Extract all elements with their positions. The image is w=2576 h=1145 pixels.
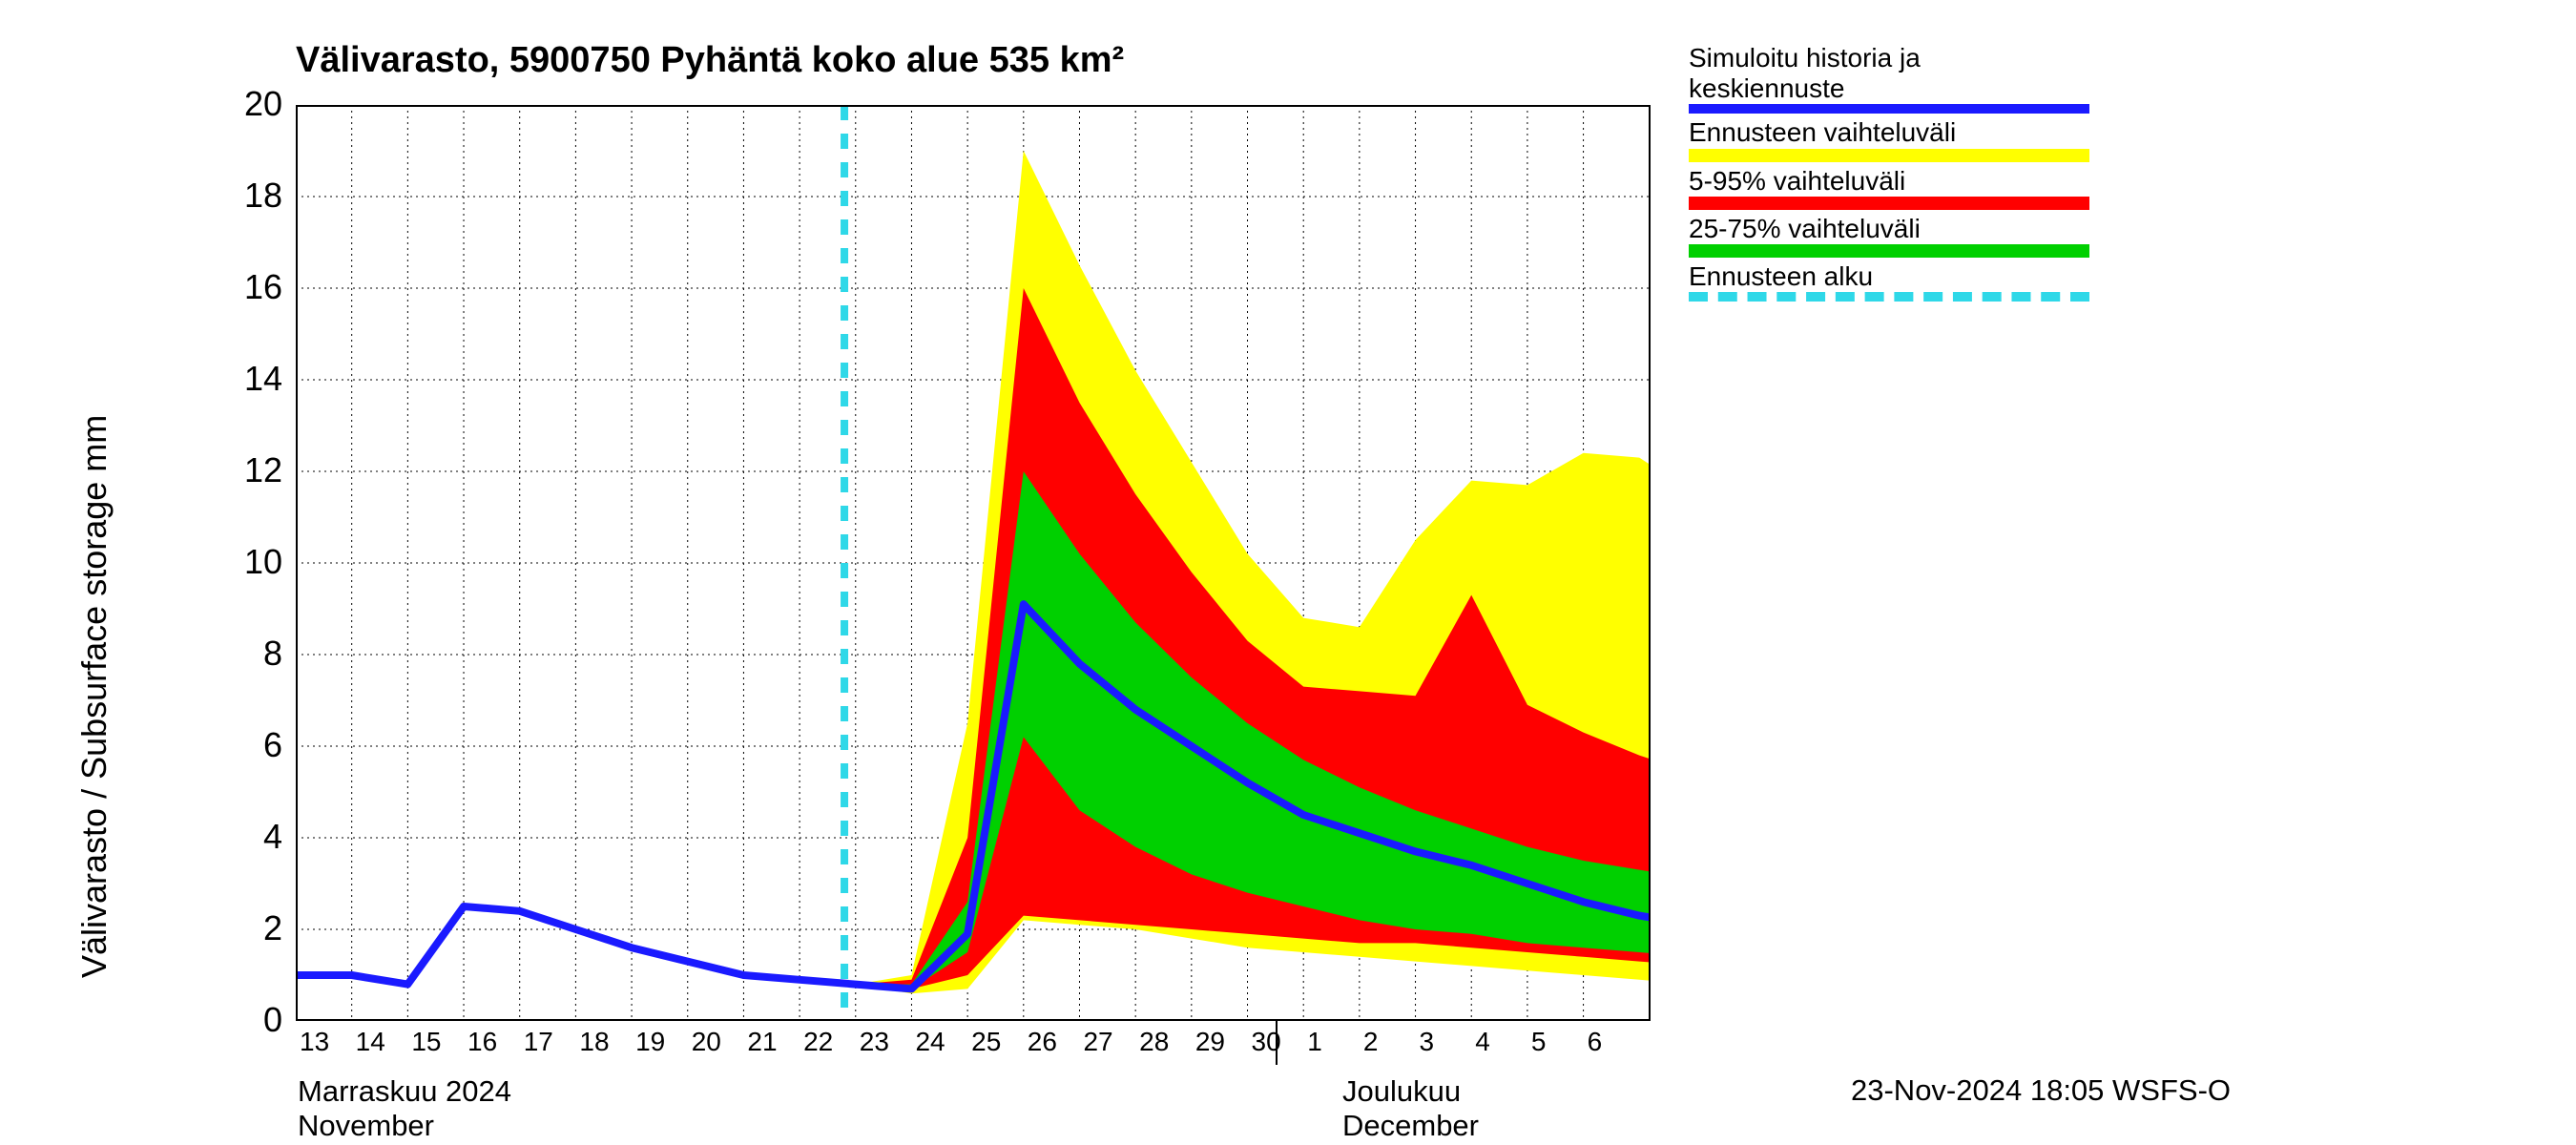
x-tick-label: 23 [860,1027,889,1057]
x-tick-label: 20 [692,1027,721,1057]
x-tick-label: 1 [1307,1027,1322,1057]
y-tick-label: 10 [244,542,282,582]
x-tick-label: 27 [1083,1027,1112,1057]
month-separator [1276,1021,1278,1065]
x-tick-label: 18 [579,1027,609,1057]
legend-label: Ennusteen alku [1689,261,2089,292]
month-label-right: JoulukuuDecember [1342,1074,1479,1143]
legend-swatch [1689,244,2089,258]
y-tick-label: 16 [244,267,282,307]
x-tick-label: 5 [1531,1027,1547,1057]
x-tick-label: 14 [356,1027,385,1057]
chart-stage: Välivarasto, 5900750 Pyhäntä koko alue 5… [0,0,2576,1145]
x-tick-label: 6 [1588,1027,1603,1057]
x-tick-label: 3 [1420,1027,1435,1057]
legend-swatch [1689,292,2089,302]
legend-item-3: 25-75% vaihteluväli [1689,214,2089,258]
x-tick-label: 16 [467,1027,497,1057]
y-tick-label: 20 [244,84,282,124]
x-tick-label: 21 [747,1027,777,1057]
legend-item-2: 5-95% vaihteluväli [1689,166,2089,210]
month-line-1: Joulukuu [1342,1074,1479,1109]
x-tick-label: 17 [524,1027,553,1057]
legend-item-4: Ennusteen alku [1689,261,2089,302]
x-tick-label: 2 [1363,1027,1379,1057]
x-tick-label: 25 [971,1027,1001,1057]
legend: Simuloitu historia jakeskiennusteEnnuste… [1689,43,2089,305]
legend-label: 5-95% vaihteluväli [1689,166,2089,197]
y-tick-label: 18 [244,176,282,216]
x-tick-label: 15 [411,1027,441,1057]
y-tick-label: 14 [244,359,282,399]
x-tick-label: 26 [1028,1027,1057,1057]
footer-timestamp: 23-Nov-2024 18:05 WSFS-O [1851,1073,2231,1108]
month-line-2: December [1342,1109,1479,1143]
legend-label: Ennusteen vaihteluväli [1689,117,2089,148]
legend-label: 25-75% vaihteluväli [1689,214,2089,244]
x-tick-label: 28 [1139,1027,1169,1057]
chart-title: Välivarasto, 5900750 Pyhäntä koko alue 5… [296,40,1124,81]
x-tick-label: 24 [915,1027,945,1057]
legend-swatch [1689,197,2089,210]
y-axis-label: Välivarasto / Subsurface storage mm [74,415,114,978]
y-tick-label: 4 [263,817,282,857]
y-tick-label: 2 [263,908,282,948]
month-line-1: Marraskuu 2024 [298,1074,511,1109]
x-tick-label: 4 [1475,1027,1490,1057]
x-tick-label: 29 [1195,1027,1225,1057]
legend-item-1: Ennusteen vaihteluväli [1689,117,2089,161]
legend-label: Simuloitu historia ja [1689,43,2089,73]
month-label-left: Marraskuu 2024November [298,1074,511,1143]
legend-label: keskiennuste [1689,73,2089,104]
plot-area [296,105,1651,1021]
legend-item-0: Simuloitu historia jakeskiennuste [1689,43,2089,114]
y-tick-label: 0 [263,1000,282,1040]
legend-swatch [1689,104,2089,114]
x-tick-label: 19 [635,1027,665,1057]
y-tick-label: 6 [263,725,282,765]
legend-swatch [1689,149,2089,162]
y-tick-label: 12 [244,450,282,490]
month-line-2: November [298,1109,511,1143]
y-tick-label: 8 [263,634,282,674]
x-tick-label: 22 [803,1027,833,1057]
x-tick-label: 13 [300,1027,329,1057]
